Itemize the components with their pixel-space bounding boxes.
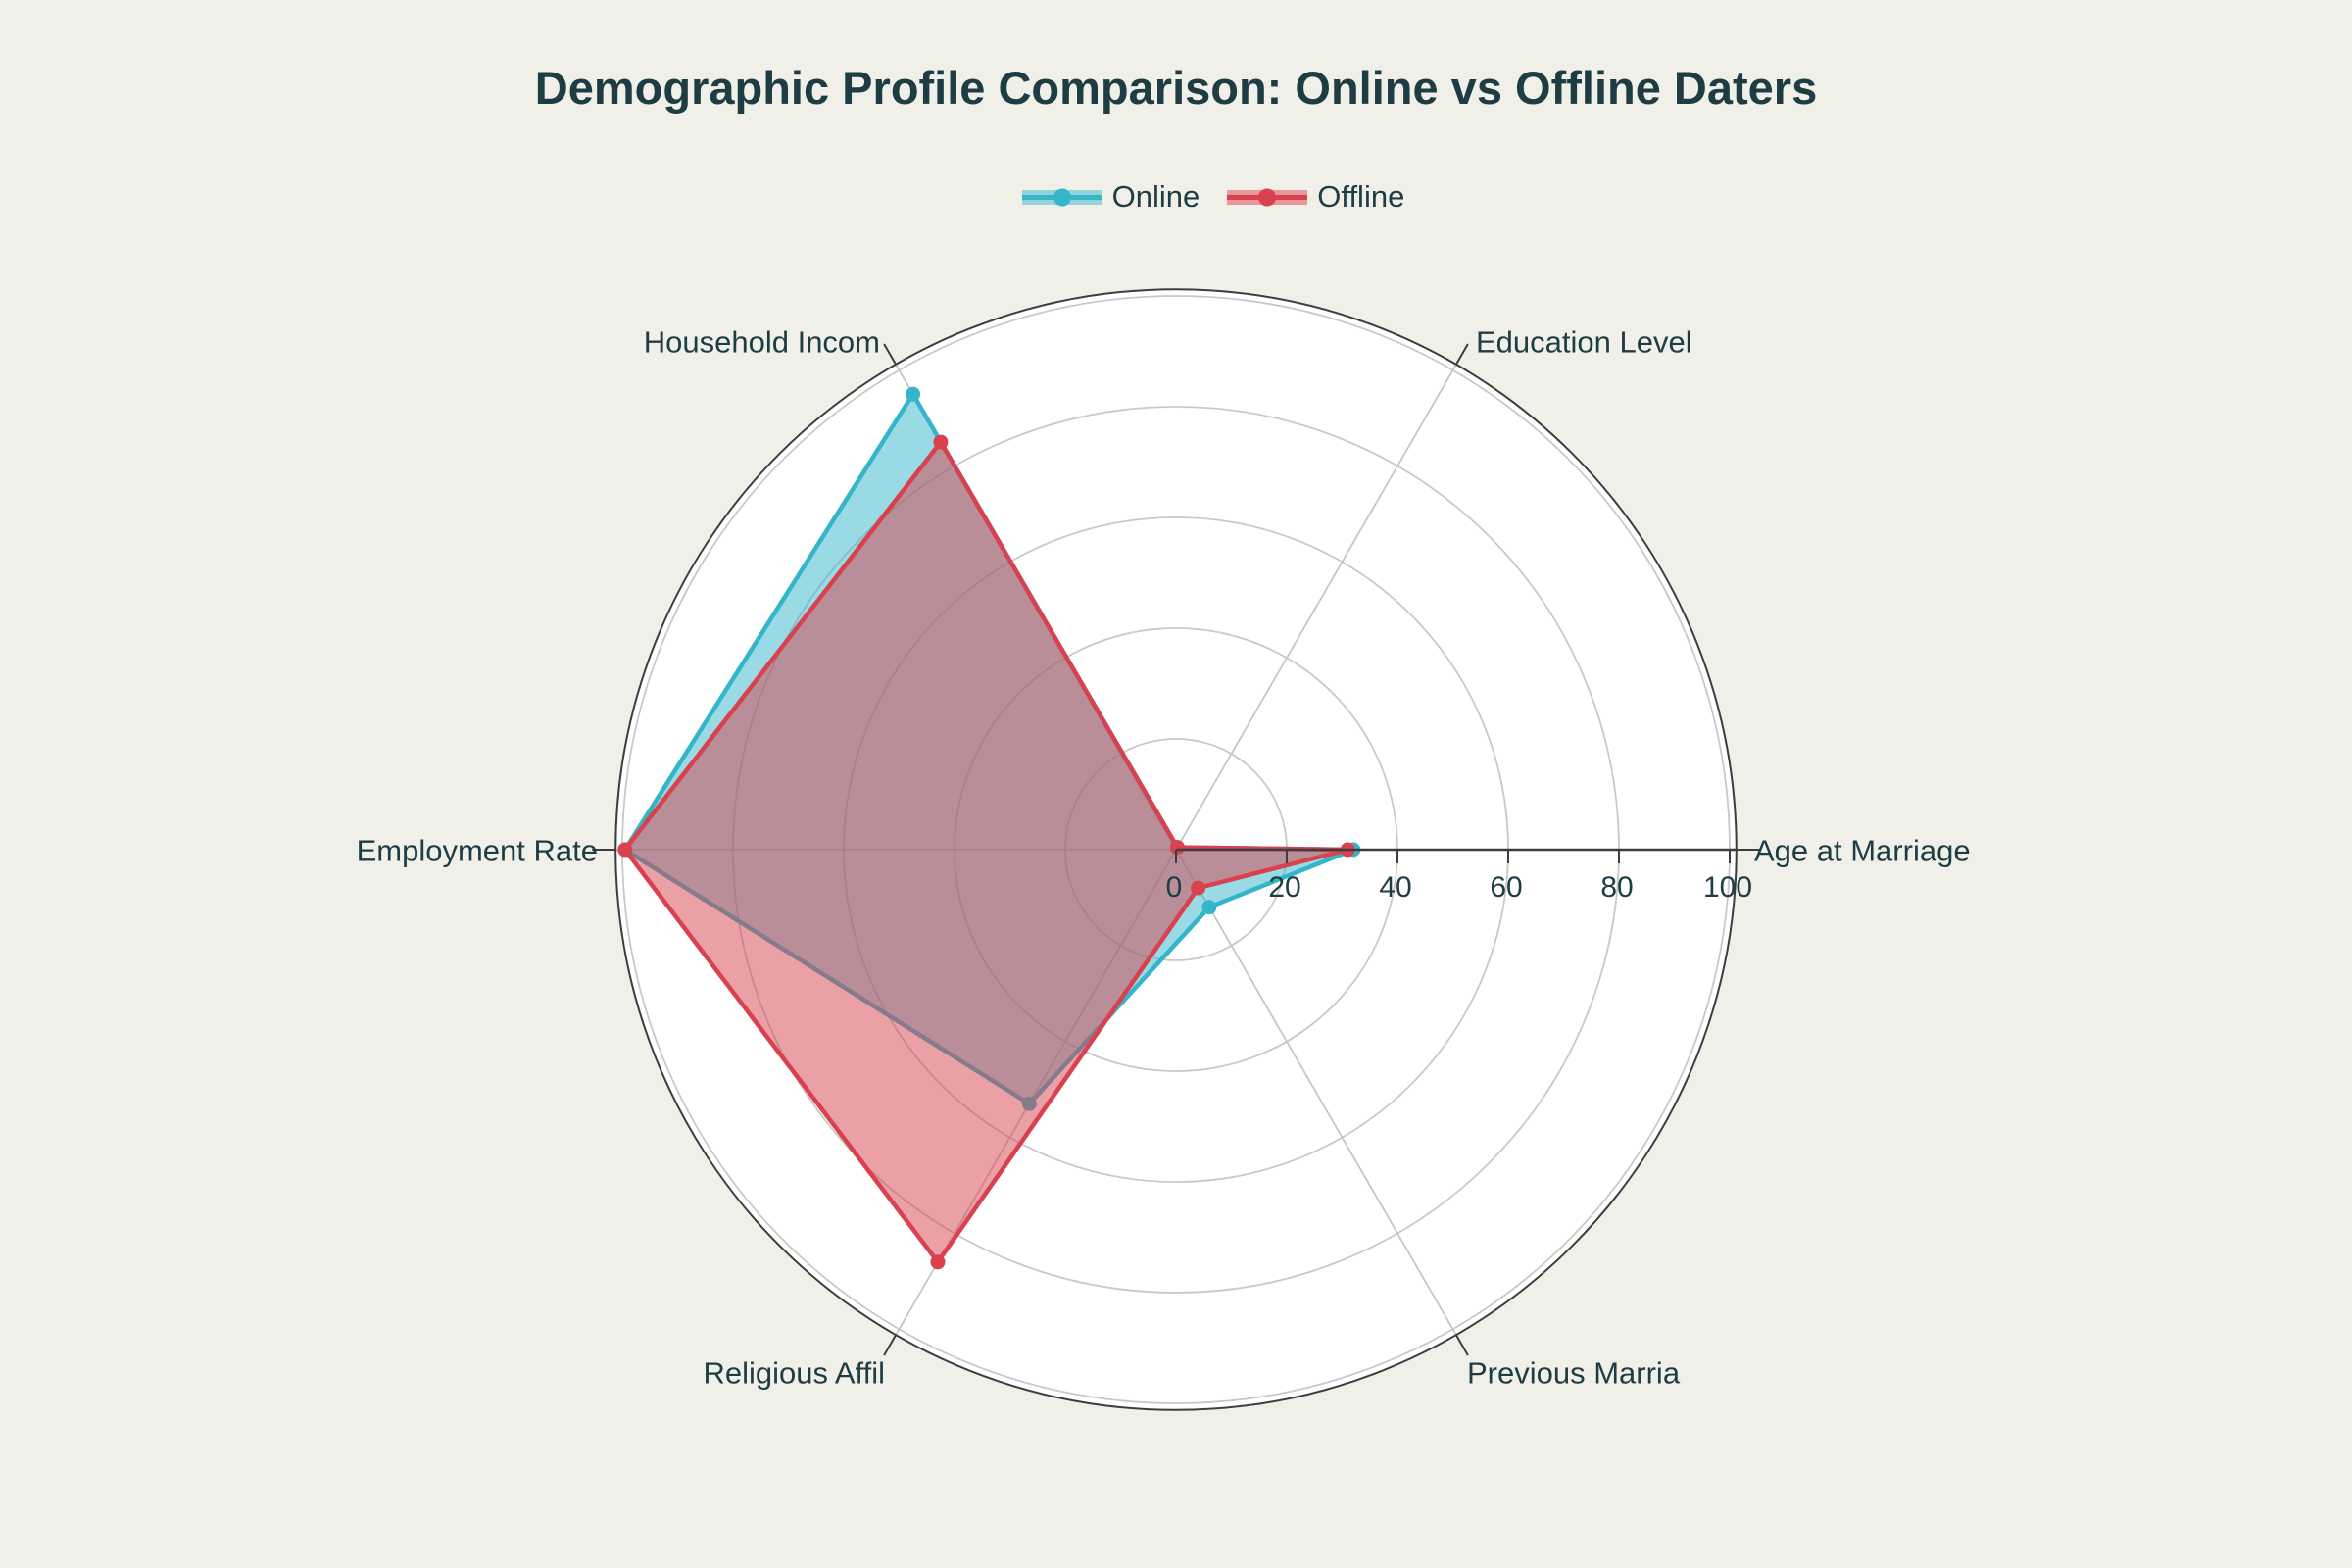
category-label-age-at-marriage: Age at Marriage: [1754, 834, 1971, 868]
marker-offline-household-incom[interactable]: [933, 434, 949, 450]
legend-item-offline[interactable]: Offline: [1227, 179, 1404, 215]
chart-title: Demographic Profile Comparison: Online v…: [534, 62, 1818, 114]
marker-online-previous-marria[interactable]: [1201, 900, 1217, 915]
marker-offline-previous-marria[interactable]: [1191, 880, 1206, 896]
radial-tick-label-40: 40: [1379, 871, 1411, 904]
marker-offline-employment-rate[interactable]: [617, 842, 633, 858]
legend-item-online[interactable]: Online: [1021, 179, 1200, 215]
legend-swatch-online-icon: [1021, 188, 1102, 206]
radial-tick-label-60: 60: [1490, 871, 1522, 904]
angular-tick-4: [883, 1334, 897, 1356]
legend-swatch-offline-icon: [1227, 188, 1308, 206]
category-label-employment-rate: Employment Rate: [357, 834, 598, 868]
spoke-line-5: [1175, 849, 1457, 1336]
category-label-household-incom: Household Incom: [644, 325, 880, 360]
category-label-previous-marria: Previous Marria: [1467, 1356, 1681, 1391]
marker-offline-religious-affil[interactable]: [930, 1254, 946, 1270]
angular-tick-1: [1455, 343, 1469, 366]
spoke-line-1: [1175, 364, 1457, 851]
legend-label-offline: Offline: [1317, 179, 1405, 214]
radial-tick-label-80: 80: [1600, 871, 1633, 904]
legend-label-online: Online: [1111, 179, 1200, 214]
category-label-education-level: Education Level: [1476, 325, 1692, 360]
marker-online-household-incom[interactable]: [906, 386, 921, 402]
radial-tick-label-0: 0: [1166, 871, 1183, 904]
angular-tick-2: [883, 343, 897, 366]
marker-offline-education-level[interactable]: [1169, 840, 1185, 856]
radial-tick-label-100: 100: [1703, 871, 1752, 904]
legend: Online Offline: [37, 179, 2352, 215]
angular-tick-5: [1455, 1334, 1469, 1356]
radial-tick-label-20: 20: [1268, 871, 1300, 904]
category-label-religious-affil: Religious Affil: [703, 1356, 885, 1391]
